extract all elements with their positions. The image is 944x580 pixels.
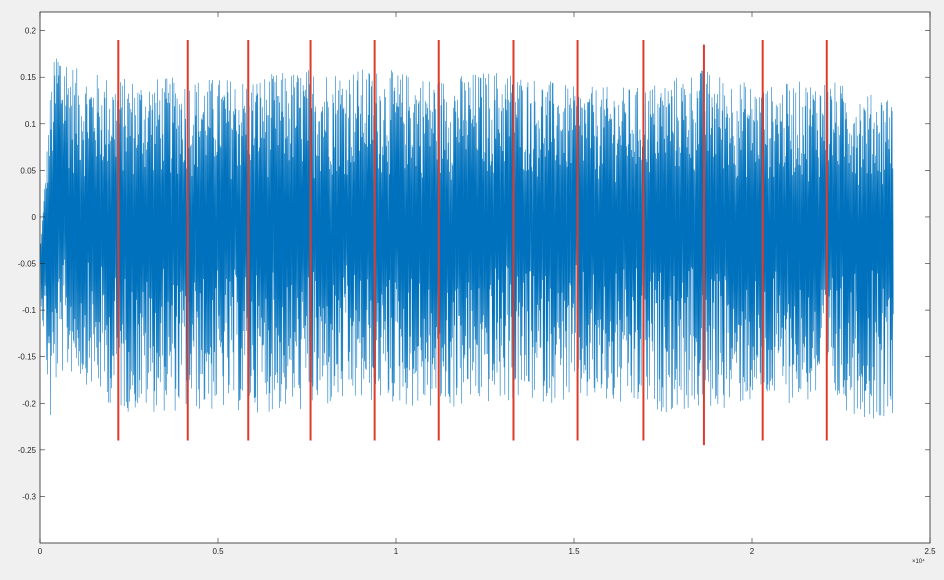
x-exponent-label: ×10⁴ <box>912 558 925 565</box>
y-axis: 0.2 0.15 0.1 0.05 0 -0.05 -0.1 -0.15 -0.2 -0.25 -0… <box>18 27 930 501</box>
y-tick-label: 0.2 <box>25 27 37 36</box>
y-tick-label: -0.2 <box>22 399 36 408</box>
marker-lines <box>117 39 828 446</box>
y-tick-label: -0.3 <box>22 492 36 501</box>
y-tick-label: 0.05 <box>20 166 36 175</box>
y-tick-label: -0.1 <box>22 306 36 315</box>
plot-area <box>40 39 894 446</box>
x-tick-label: 1.5 <box>568 547 580 556</box>
y-tick-label: -0.15 <box>18 353 37 362</box>
y-tick-label: -0.25 <box>18 446 37 455</box>
x-tick-label: 0 <box>38 547 43 556</box>
y-tick-label: -0.05 <box>18 260 37 269</box>
x-tick-label: 0.5 <box>212 547 224 556</box>
y-tick-label: 0 <box>32 213 37 222</box>
y-tick-label: 0.15 <box>20 73 36 82</box>
x-axis: 0 0.5 1 1.5 2 2.5 <box>38 12 936 556</box>
x-tick-label: 1 <box>394 547 399 556</box>
waveform-series-line <box>40 58 894 419</box>
x-tick-label: 2.5 <box>924 547 936 556</box>
y-tick-label: 0.1 <box>25 120 37 129</box>
x-tick-label: 2 <box>750 547 755 556</box>
